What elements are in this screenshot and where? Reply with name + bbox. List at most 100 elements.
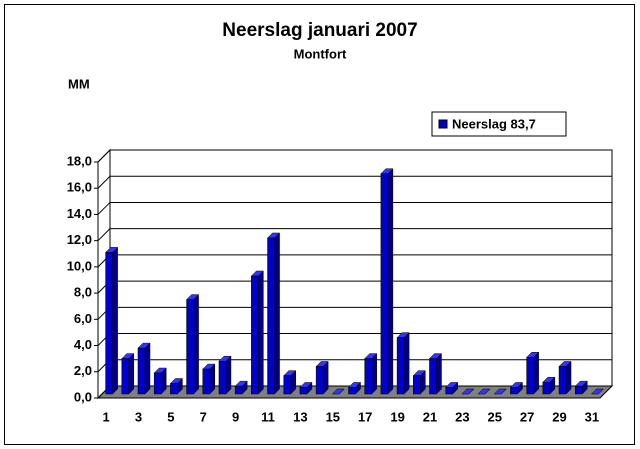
bar-group xyxy=(461,388,475,395)
x-tick-label: 9 xyxy=(232,409,239,424)
y-axis-label: MM xyxy=(68,76,90,91)
y-tick-label: 16,0 xyxy=(67,180,92,195)
y-tick-label: 0,0 xyxy=(74,389,92,404)
bar-group xyxy=(412,370,426,395)
x-tick-label: 19 xyxy=(390,409,404,424)
bar xyxy=(315,366,324,395)
bar-group xyxy=(558,360,572,395)
bar-side xyxy=(144,342,151,395)
bar-group xyxy=(121,352,135,395)
bar-group xyxy=(477,388,491,395)
bar-side xyxy=(436,352,442,395)
y-tick-label: 12,0 xyxy=(67,232,92,247)
bar xyxy=(121,358,130,395)
x-tick-label: 29 xyxy=(552,409,566,424)
bar-side xyxy=(112,246,118,395)
bar-group xyxy=(137,342,151,395)
legend: Neerslag 83,7 xyxy=(431,111,567,137)
bar-group xyxy=(542,376,556,395)
bar-top xyxy=(493,388,507,395)
bar xyxy=(105,252,113,395)
bar-side xyxy=(274,232,280,395)
bar-side xyxy=(128,352,135,395)
bar-group xyxy=(202,363,216,395)
x-tick-label: 27 xyxy=(520,409,534,424)
bar-group xyxy=(364,352,378,395)
x-tick-label: 31 xyxy=(585,409,599,424)
x-tick-label: 17 xyxy=(358,409,372,424)
bar-side xyxy=(565,360,572,395)
bar-group xyxy=(234,380,248,395)
bar-group xyxy=(526,351,540,395)
x-tick-label: 13 xyxy=(293,409,307,424)
bar xyxy=(137,347,146,395)
bar xyxy=(218,360,227,395)
bar xyxy=(526,357,534,395)
legend-box xyxy=(431,111,567,137)
bar xyxy=(445,387,453,395)
legend-swatch xyxy=(438,119,448,129)
y-tick-label: 2,0 xyxy=(74,363,92,378)
bar-group xyxy=(218,355,232,395)
back-wall xyxy=(109,149,613,387)
bar xyxy=(380,173,389,395)
bar-side xyxy=(387,168,394,395)
y-tick-label: 4,0 xyxy=(74,337,92,352)
bar xyxy=(348,387,356,395)
bar xyxy=(202,368,211,395)
bar-group xyxy=(493,388,507,395)
y-tick-label: 6,0 xyxy=(74,311,92,326)
x-tick-label: 7 xyxy=(200,409,207,424)
bar-group xyxy=(445,381,459,395)
bar-group xyxy=(396,332,410,395)
x-tick-label: 25 xyxy=(488,409,502,424)
grid-line xyxy=(97,228,612,242)
y-tick-label: 14,0 xyxy=(67,206,92,221)
bar-side xyxy=(403,332,410,395)
bar-group xyxy=(347,381,362,395)
bar xyxy=(574,385,583,395)
x-tick-label: 1 xyxy=(102,409,109,424)
bar-side xyxy=(225,355,232,395)
bar-group xyxy=(509,381,524,395)
bar xyxy=(251,275,259,395)
grid-line xyxy=(97,175,612,189)
bar-group xyxy=(169,377,183,395)
bar xyxy=(170,383,178,395)
bar-group xyxy=(250,270,264,395)
bar-side xyxy=(322,360,329,395)
legend-label: Neerslag 83,7 xyxy=(452,116,536,131)
bar-group xyxy=(331,388,345,395)
y-tick-label: 10,0 xyxy=(67,258,92,273)
x-tick-label: 3 xyxy=(135,409,142,424)
x-tick-label: 21 xyxy=(423,409,437,424)
bar-top xyxy=(461,388,475,395)
bar-group xyxy=(153,367,167,395)
y-tick-label: 8,0 xyxy=(74,285,92,300)
bar-group xyxy=(428,352,443,395)
bar xyxy=(542,381,551,395)
bar xyxy=(267,237,275,395)
bar-group xyxy=(185,293,200,395)
bar xyxy=(429,358,437,395)
bar-group xyxy=(104,246,119,395)
bar xyxy=(413,375,421,395)
x-tick-label: 11 xyxy=(261,409,275,424)
bar-group xyxy=(574,380,588,395)
x-tick-label: 5 xyxy=(167,409,174,424)
bar-group xyxy=(380,168,394,395)
bar xyxy=(364,358,372,395)
bar-group xyxy=(315,360,329,395)
bar xyxy=(510,387,518,395)
bar xyxy=(558,366,567,395)
x-tick-label: 15 xyxy=(326,409,340,424)
bar-top xyxy=(331,388,345,395)
bar xyxy=(234,385,243,395)
bar-group xyxy=(590,388,605,395)
bar-side xyxy=(193,293,199,395)
bar-side xyxy=(371,352,377,395)
bar xyxy=(396,337,405,395)
chart-subtitle: Montfort xyxy=(294,46,347,61)
chart-title: Neerslag januari 2007 xyxy=(222,20,417,41)
bar-side xyxy=(533,351,539,395)
